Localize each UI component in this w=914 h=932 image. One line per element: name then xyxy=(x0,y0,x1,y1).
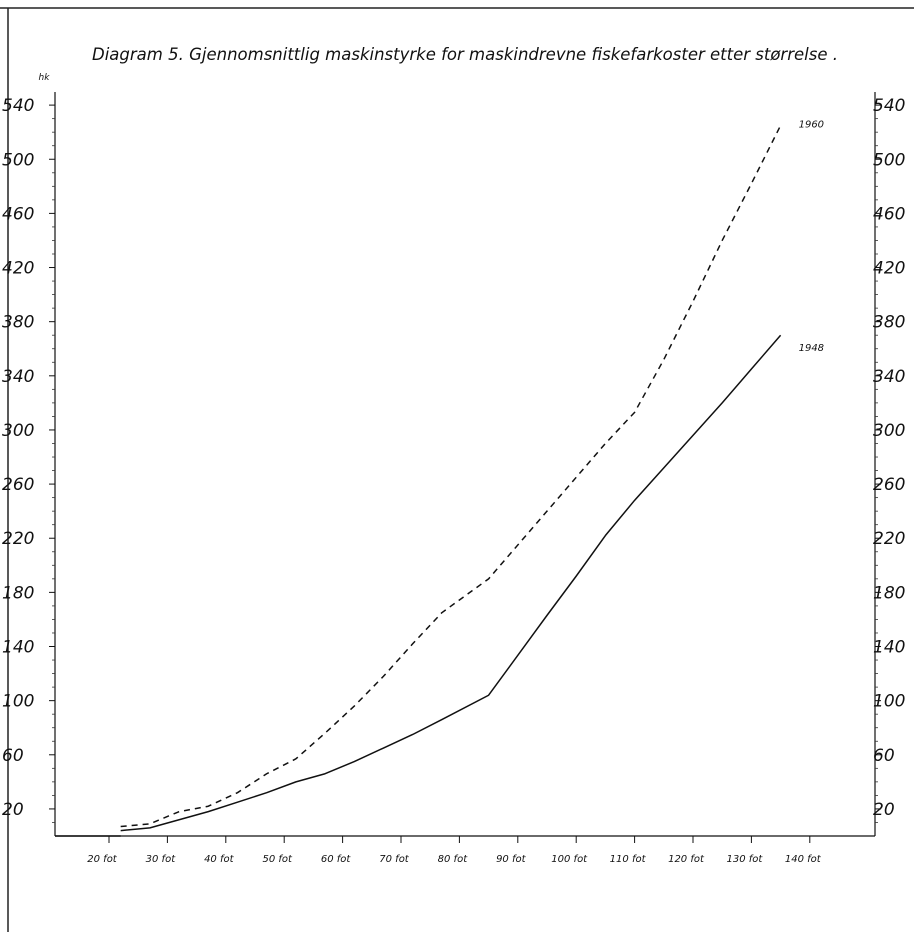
y-axis-unit-label: hk xyxy=(39,73,51,83)
y-tick-left-label: 460 xyxy=(2,204,34,224)
x-tick-label: 90 fot xyxy=(496,854,527,865)
y-tick-left-label: 420 xyxy=(2,259,34,279)
series-layer: 1960 1948 xyxy=(55,119,824,837)
y-axis-right-ticks: 20 60 100 140 180 220 260 300 340 380 420 460 500 540 xyxy=(873,96,905,820)
y-tick-right-label: 60 xyxy=(873,746,895,766)
y-tick-right-label: 180 xyxy=(873,583,905,603)
y-tick-left-label: 220 xyxy=(2,529,34,549)
y-tick-right-label: 260 xyxy=(873,475,905,495)
minor-ticks xyxy=(52,118,878,823)
y-tick-left-label: 260 xyxy=(2,475,34,495)
x-tick-label: 110 fot xyxy=(610,854,647,865)
x-tick-label: 60 fot xyxy=(321,854,352,865)
series-line-1948 xyxy=(120,334,782,832)
y-tick-right-label: 500 xyxy=(873,150,905,170)
y-tick-left-label: 380 xyxy=(2,313,34,333)
y-tick-right-label: 20 xyxy=(873,800,895,820)
series-label-1948: 1948 xyxy=(799,343,824,354)
y-tick-right-label: 140 xyxy=(873,638,905,658)
y-tick-left-label: 20 xyxy=(2,800,24,820)
y-tick-right-label: 460 xyxy=(873,204,905,224)
x-tick-label: 100 fot xyxy=(551,854,588,865)
x-tick-label: 50 fot xyxy=(262,854,293,865)
x-tick-label: 70 fot xyxy=(379,854,410,865)
y-tick-right-label: 540 xyxy=(873,96,905,116)
y-tick-right-label: 340 xyxy=(873,367,905,387)
x-tick-label: 40 fot xyxy=(204,854,235,865)
y-tick-left-label: 500 xyxy=(2,150,34,170)
y-tick-left-label: 60 xyxy=(2,746,24,766)
y-tick-left-label: 140 xyxy=(2,638,34,658)
x-tick-label: 30 fot xyxy=(146,854,177,865)
x-tick-label: 140 fot xyxy=(785,854,822,865)
y-tick-right-label: 100 xyxy=(873,692,905,712)
y-tick-left-label: 100 xyxy=(2,692,34,712)
x-tick-label: 20 fot xyxy=(87,854,118,865)
y-tick-right-label: 420 xyxy=(873,259,905,279)
y-tick-right-label: 300 xyxy=(873,421,905,441)
y-tick-left-label: 340 xyxy=(2,367,34,387)
series-label-1960: 1960 xyxy=(799,119,824,130)
y-tick-left-label: 540 xyxy=(2,96,34,116)
y-tick-left-label: 180 xyxy=(2,583,34,603)
x-tick-label: 120 fot xyxy=(668,854,705,865)
chart-title: Diagram 5. Gjennomsnittlig maskinstyrke … xyxy=(92,45,838,64)
x-tick-label: 130 fot xyxy=(726,854,763,865)
y-tick-left-label: 300 xyxy=(2,421,34,441)
y-tick-right-label: 380 xyxy=(873,313,905,333)
x-axis-ticks: 20 fot 30 fot 40 fot 50 fot 60 fot 70 fot 80 f… xyxy=(87,836,822,865)
series-line-1960 xyxy=(120,125,782,828)
y-tick-right-label: 220 xyxy=(873,529,905,549)
y-axis-left-ticks: 20 60 100 140 180 220 260 300 340 380 420 460 500 540 xyxy=(2,96,55,820)
x-tick-label: 80 fot xyxy=(438,854,469,865)
